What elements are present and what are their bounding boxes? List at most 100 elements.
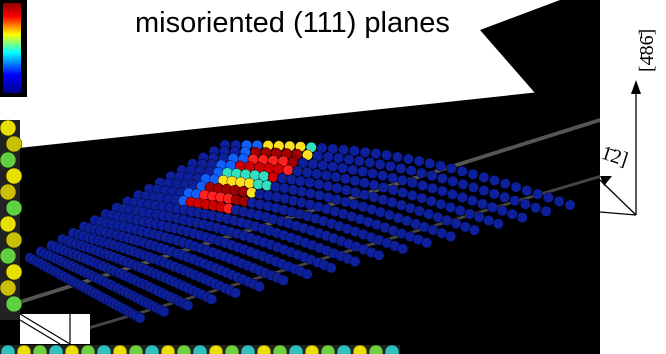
atom xyxy=(387,172,399,184)
atom xyxy=(478,185,490,197)
atom xyxy=(320,344,336,354)
atom xyxy=(521,185,533,197)
atom xyxy=(473,211,485,223)
atom xyxy=(416,192,428,204)
atom xyxy=(359,189,371,201)
atom xyxy=(467,168,479,180)
axis-label-vertical: [4̄86̄] xyxy=(636,29,658,72)
atom xyxy=(144,344,160,354)
atom xyxy=(520,198,531,210)
atom xyxy=(367,168,379,179)
atom xyxy=(32,344,48,354)
atom xyxy=(489,175,500,186)
atom xyxy=(128,344,144,354)
atom xyxy=(457,178,469,190)
atom xyxy=(277,274,289,286)
atom xyxy=(416,167,427,179)
atom xyxy=(336,344,352,354)
atom xyxy=(276,172,288,184)
atom xyxy=(454,205,466,217)
atom xyxy=(5,167,23,185)
atom xyxy=(5,199,23,217)
atom xyxy=(0,183,17,201)
occluder xyxy=(480,0,600,95)
atom xyxy=(16,344,32,354)
atom xyxy=(447,175,459,187)
atom xyxy=(0,151,17,169)
atom xyxy=(5,231,23,249)
atom xyxy=(253,281,265,292)
atom xyxy=(286,174,297,186)
inset-lines xyxy=(19,313,71,345)
atom xyxy=(364,157,376,168)
atom xyxy=(445,201,456,213)
atom xyxy=(395,199,407,211)
atom xyxy=(404,202,416,214)
atom xyxy=(386,196,398,208)
atom xyxy=(0,215,17,233)
atom xyxy=(445,163,457,174)
atom xyxy=(564,199,576,211)
atom xyxy=(348,145,360,157)
atom xyxy=(397,243,409,255)
atom xyxy=(327,161,339,173)
atom xyxy=(392,151,403,163)
atom xyxy=(532,188,544,200)
atom xyxy=(381,149,393,161)
atom xyxy=(385,160,396,172)
atom xyxy=(313,178,325,190)
atom xyxy=(423,208,435,220)
atom xyxy=(395,162,407,174)
atom xyxy=(370,148,382,160)
atom xyxy=(377,170,389,182)
atom xyxy=(359,177,370,189)
atom xyxy=(445,230,456,242)
atom xyxy=(353,155,365,167)
atom xyxy=(5,295,23,313)
atom xyxy=(405,165,417,177)
atom xyxy=(368,179,380,191)
atom xyxy=(373,249,385,261)
atom xyxy=(402,153,414,165)
atom xyxy=(509,195,521,207)
atom xyxy=(134,312,146,324)
atom xyxy=(459,221,471,233)
atom xyxy=(424,157,436,169)
axis-arrow xyxy=(600,176,612,186)
atom xyxy=(338,144,349,156)
atom xyxy=(0,247,17,265)
atom xyxy=(160,344,176,354)
atom xyxy=(357,166,369,178)
atom xyxy=(224,344,240,354)
atom xyxy=(158,306,170,318)
atom xyxy=(476,198,488,210)
atom xyxy=(301,167,313,178)
atom xyxy=(304,177,316,189)
atom xyxy=(413,155,425,167)
atom xyxy=(427,182,438,194)
atom xyxy=(368,191,380,203)
atom xyxy=(176,344,192,354)
atom xyxy=(397,174,408,186)
atom xyxy=(468,181,479,193)
atom xyxy=(492,218,504,230)
atom xyxy=(435,160,446,172)
atom xyxy=(301,268,313,280)
atom xyxy=(0,344,16,354)
atom xyxy=(499,178,511,190)
atom xyxy=(340,184,352,196)
axis-triad xyxy=(599,85,637,216)
atom xyxy=(510,181,522,193)
atom xyxy=(377,194,389,206)
atom xyxy=(240,344,256,354)
atom xyxy=(417,180,428,191)
atom xyxy=(530,202,542,214)
atom xyxy=(5,263,23,281)
atom xyxy=(421,237,433,249)
atom xyxy=(331,182,343,194)
atom xyxy=(425,195,437,207)
atom xyxy=(325,262,337,274)
atom xyxy=(304,344,320,354)
atom xyxy=(322,180,334,192)
